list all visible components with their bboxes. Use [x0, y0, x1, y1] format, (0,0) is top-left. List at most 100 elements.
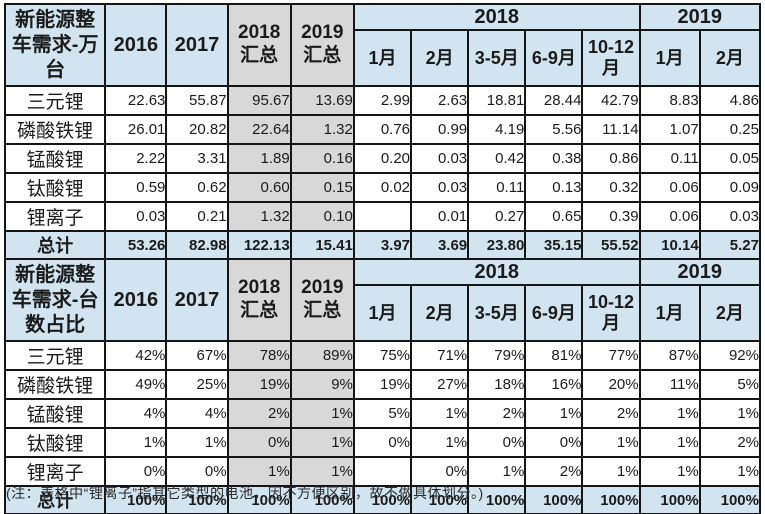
value-cell: 1% [638, 427, 701, 458]
value-cell: 0.62 [165, 172, 229, 203]
month-header: 10-12月 [581, 29, 641, 87]
value-cell: 4.19 [467, 114, 527, 145]
value-cell: 26.01 [104, 114, 168, 145]
value-cell: 28.44 [524, 85, 584, 116]
table-row: 锰酸锂 2.22 3.31 1.89 0.16 0.20 0.03 0.42 0.38 0.86 0… [3, 143, 762, 174]
value-cell: 1% [524, 398, 584, 429]
table-footnote: (注：表格中“锂离子”指其它类型的电池，因不方便区别，故不做具体划分。) [6, 485, 484, 501]
row-label: 磷酸铁锂 [3, 114, 107, 145]
value-cell: 1.32 [226, 201, 292, 232]
value-cell: 53.26 [104, 230, 168, 260]
row-label: 钛酸锂 [3, 172, 107, 203]
value-cell: 0.99 [410, 114, 470, 145]
value-cell: 20.82 [165, 114, 229, 145]
group-header-2019: 2019 [638, 3, 762, 31]
value-cell: 82.98 [165, 230, 229, 260]
value-cell: 75% [352, 340, 413, 371]
value-cell: 100% [698, 485, 762, 514]
total-row: 总计 53.26 82.98 122.13 15.41 3.97 3.69 23.80 35.1… [3, 230, 762, 260]
value-cell: 0.03 [104, 201, 168, 232]
value-cell: 3.69 [410, 230, 470, 260]
value-cell: 1% [104, 427, 168, 458]
value-cell: 122.13 [226, 230, 292, 260]
value-cell: 15.41 [289, 230, 355, 260]
value-cell: 4% [165, 398, 229, 429]
value-cell: 5.27 [698, 230, 762, 260]
value-cell: 100% [524, 485, 584, 514]
month-header: 10-12月 [581, 284, 641, 342]
row-label: 锂离子 [3, 201, 107, 232]
month-header: 1月 [638, 284, 701, 342]
value-cell: 0.25 [698, 114, 762, 145]
value-cell: 27% [410, 369, 470, 400]
row-label: 锂离子 [3, 456, 107, 487]
value-cell: 10.14 [638, 230, 701, 260]
total-row: 总计 100% 100% 100% 100% 100% 100% 100% 100% 100% 10… [3, 485, 762, 514]
value-cell: 18% [467, 369, 527, 400]
value-cell: 42.79 [581, 85, 641, 116]
month-header: 2月 [410, 29, 470, 87]
table-row: 磷酸铁锂 49% 25% 19% 9% 19% 27% 18% 16% 20% 11% 5% [3, 369, 762, 400]
value-cell: 22.64 [226, 114, 292, 145]
month-header: 2月 [410, 284, 470, 342]
value-cell: 23.80 [467, 230, 527, 260]
value-cell: 8.83 [638, 85, 701, 116]
section1-group-row: 新能源整车需求-万台 2016 2017 2018汇总 2019汇总 2018 … [3, 3, 762, 87]
value-cell: 3.97 [352, 230, 413, 260]
value-cell: 0.21 [165, 201, 229, 232]
value-cell: 2.63 [410, 85, 470, 116]
value-cell: 2% [467, 398, 527, 429]
value-cell: 0.20 [352, 143, 413, 174]
value-cell [352, 456, 413, 487]
section1-corner-header: 新能源整车需求-万台 [3, 3, 107, 87]
value-cell: 16% [524, 369, 584, 400]
row-label: 三元锂 [3, 340, 107, 371]
section1-month-row: 1月 2月 3-5月 6-9月 10-12月 1月 2月 [5, 29, 762, 87]
value-cell: 2.22 [104, 143, 168, 174]
value-cell [352, 201, 413, 232]
value-cell: 0% [410, 456, 470, 487]
row-label: 总计 [3, 485, 107, 514]
table-row: 三元锂 22.63 55.87 95.67 13.69 2.99 2.63 18.81 28.4… [3, 85, 762, 116]
value-cell: 13.69 [289, 85, 355, 116]
value-cell: 1% [289, 427, 355, 458]
value-cell: 0.27 [467, 201, 527, 232]
row-label: 钛酸锂 [3, 427, 107, 458]
value-cell: 5% [352, 398, 413, 429]
value-cell: 1% [638, 398, 701, 429]
value-cell: 0.03 [698, 201, 762, 232]
row-label: 总计 [3, 230, 107, 260]
value-cell: 1% [581, 427, 641, 458]
value-cell: 0% [524, 427, 584, 458]
year-header-2017: 2017 [165, 3, 229, 87]
month-header: 2月 [698, 29, 762, 87]
value-cell: 0.13 [524, 172, 584, 203]
section1-body: 三元锂 22.63 55.87 95.67 13.69 2.99 2.63 18.81 28.4… [3, 85, 762, 260]
year-header-2016: 2016 [104, 258, 168, 342]
value-cell: 1% [581, 456, 641, 487]
value-cell: 1% [410, 427, 470, 458]
table-row: 钛酸锂 1% 1% 0% 1% 0% 1% 0% 0% 1% 1% 2% [3, 427, 762, 458]
value-cell: 89% [289, 340, 355, 371]
month-header: 1月 [638, 29, 701, 87]
value-cell: 2% [226, 398, 292, 429]
summary-header-2019: 2019汇总 [289, 258, 355, 342]
section2-corner-header: 新能源整车需求-台数占比 [3, 258, 107, 342]
value-cell: 1% [165, 427, 229, 458]
value-cell: 55.52 [581, 230, 641, 260]
group-header-2018: 2018 [352, 3, 641, 31]
value-cell: 20% [581, 369, 641, 400]
value-cell: 2.99 [352, 85, 413, 116]
value-cell: 0.06 [638, 172, 701, 203]
value-cell: 18.81 [467, 85, 527, 116]
value-cell: 0.76 [352, 114, 413, 145]
value-cell: 1.07 [638, 114, 701, 145]
value-cell: 100% [638, 485, 701, 514]
value-cell: 0.16 [289, 143, 355, 174]
value-cell: 1% [289, 398, 355, 429]
value-cell: 4% [104, 398, 168, 429]
value-cell: 5.56 [524, 114, 584, 145]
value-cell: 71% [410, 340, 470, 371]
value-cell: 1% [467, 456, 527, 487]
